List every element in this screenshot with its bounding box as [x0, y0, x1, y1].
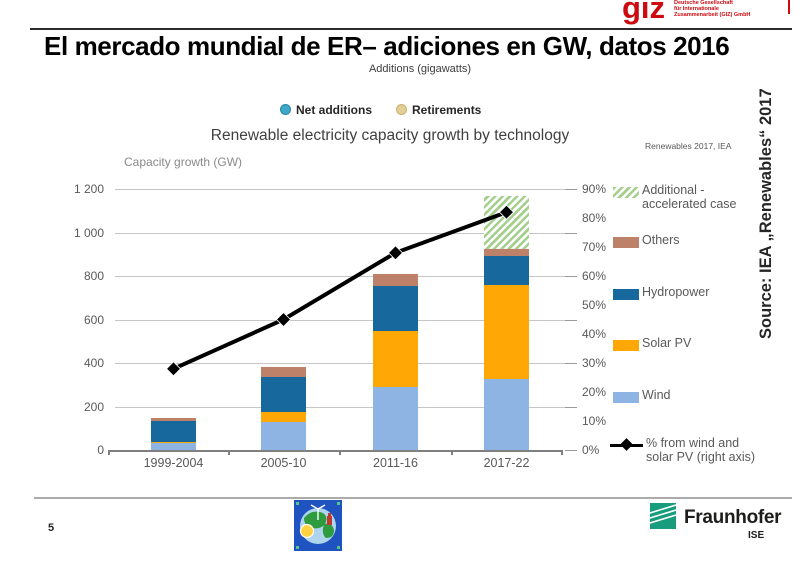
right-axis-tick-mark	[565, 319, 577, 321]
bar-segment-others	[261, 367, 306, 378]
right-axis-tick: 50%	[582, 298, 607, 312]
bar-segment-hydropower	[261, 377, 306, 412]
right-axis-tick: 80%	[582, 211, 607, 225]
globe-sun-turbine-logo-icon	[294, 500, 342, 556]
bar-segment-solar-pv	[261, 411, 306, 422]
bar-segment-additional-accelerated-case	[484, 195, 529, 249]
bar-segment-wind	[261, 421, 306, 450]
legend-swatch-icon	[613, 289, 639, 300]
x-axis-line	[108, 450, 562, 452]
fraunhofer-logo: Fraunhofer ISE	[649, 503, 782, 541]
right-axis-tick: 40%	[582, 327, 607, 341]
bar-segment-solar-pv	[151, 442, 196, 444]
x-axis-tick	[451, 450, 453, 455]
legend-label: Additional - accelerated case	[642, 183, 737, 211]
fraunhofer-ise: ISE	[748, 530, 765, 541]
giz-logo-bar	[788, 0, 790, 14]
bar-segment-wind	[373, 386, 418, 450]
bar-segment-others	[151, 418, 196, 421]
legend-swatch-icon	[613, 187, 639, 198]
legend-diamond-icon	[620, 438, 633, 451]
right-axis-tick: 30%	[582, 356, 607, 370]
bar-segment-wind	[151, 443, 196, 450]
chart-source-note: Renewables 2017, IEA	[645, 141, 732, 151]
legend-item-additional-: Additional - accelerated case	[610, 183, 790, 214]
giz-logo-text: giz	[622, 0, 666, 25]
net-additions-label: Net additions	[296, 103, 373, 117]
right-axis-tick: 70%	[582, 240, 607, 254]
legend-label: Hydropower	[642, 285, 710, 299]
legend-item-others: Others	[610, 233, 790, 264]
right-axis-tick: 10%	[582, 414, 607, 428]
legend-item-solar-pv: Solar PV	[610, 336, 790, 367]
legend-item-wind: Wind	[610, 388, 790, 419]
x-axis-label: 2005-10	[260, 456, 307, 470]
right-axis-tick-mark	[565, 450, 577, 451]
right-axis-tick: 20%	[582, 385, 607, 399]
bar-segment-hydropower	[151, 420, 196, 443]
x-axis-tick	[339, 450, 341, 455]
right-axis-tick: 0%	[582, 443, 600, 457]
giz-line-2: für Internationale	[674, 5, 719, 12]
giz-logo-subtext: Deutsche Gesellschaft für Internationale…	[674, 0, 751, 18]
source-vertical-text: Source: IEA „Renewables“ 2017	[757, 88, 775, 339]
legend-label: % from wind and solar PV (right axis)	[646, 436, 756, 464]
chart-subtitle: Additions (gigawatts)	[368, 63, 472, 75]
x-axis-tick	[561, 450, 563, 455]
right-axis-tick-mark	[565, 276, 577, 277]
left-axis-tick: 600	[83, 312, 104, 327]
retirements-label: Retirements	[412, 103, 482, 117]
gridline	[115, 406, 565, 408]
left-axis-tick: 800	[83, 269, 104, 283]
right-axis-tick-mark	[565, 363, 577, 364]
bar-segment-others	[373, 273, 418, 286]
page-number: 5	[48, 522, 55, 534]
left-axis-tick: 1 000	[73, 225, 104, 240]
right-axis-tick-mark	[565, 406, 577, 408]
left-axis-tick: 200	[83, 399, 104, 414]
y-axis-title: Capacity growth (GW)	[124, 155, 243, 169]
legend-label: Solar PV	[642, 336, 692, 350]
legend-swatch-icon	[613, 340, 639, 351]
legend-label: Wind	[642, 388, 671, 402]
right-axis-tick: 90%	[582, 182, 607, 196]
right-axis-tick-mark	[565, 189, 577, 190]
giz-line-1: Deutsche Gesellschaft	[674, 0, 733, 6]
page-title: El mercado mundial de ER– adiciones en G…	[44, 31, 730, 61]
fraunhofer-name: Fraunhofer	[684, 507, 782, 528]
x-axis-label: 1999-2004	[143, 456, 204, 470]
bar-segment-solar-pv	[373, 331, 418, 387]
net-additions-dot-icon	[280, 104, 291, 115]
legend-item-hydropower: Hydropower	[610, 285, 790, 316]
right-axis-tick-mark	[565, 232, 577, 234]
x-axis-label: 2011-16	[373, 456, 418, 470]
bar-segment-hydropower	[484, 256, 529, 285]
left-axis-tick: 1 200	[73, 182, 104, 196]
footer-divider-line	[34, 497, 792, 499]
header-divider-line	[30, 28, 792, 30]
legend-swatch-icon	[613, 237, 639, 248]
fraunhofer-icon	[649, 503, 677, 529]
x-axis-tick	[108, 450, 110, 455]
x-axis-label: 2017-22	[483, 456, 530, 470]
bar-segment-wind	[484, 379, 529, 450]
giz-line-3: Zusammenarbeit (GIZ) GmbH	[674, 11, 751, 18]
bar-segment-solar-pv	[484, 284, 529, 380]
bar-segment-hydropower	[373, 285, 418, 332]
legend-item--from-wind-and: % from wind and solar PV (right axis)	[610, 436, 790, 467]
right-axis-tick: 60%	[582, 269, 607, 283]
left-axis-tick: 400	[83, 356, 104, 370]
bar-segment-others	[484, 248, 529, 257]
legend-swatch-icon	[613, 392, 639, 403]
left-axis-tick: 0	[97, 443, 104, 457]
legend-label: Others	[642, 233, 680, 247]
x-axis-tick	[228, 450, 230, 455]
gridline	[115, 189, 565, 190]
chart-title: Renewable electricity capacity growth by…	[210, 127, 570, 144]
retirements-dot-icon	[396, 104, 407, 115]
